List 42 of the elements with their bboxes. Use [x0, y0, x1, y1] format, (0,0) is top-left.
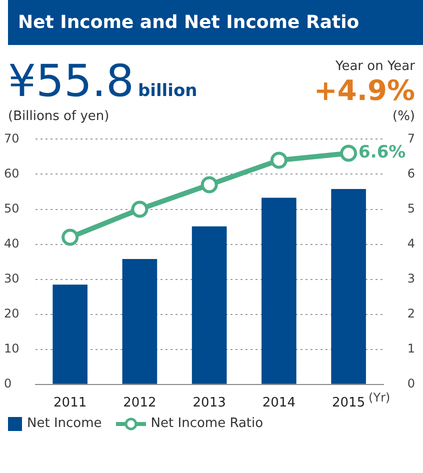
bar	[331, 188, 366, 384]
point	[131, 200, 148, 218]
y2-tick-label: 0	[407, 376, 415, 391]
y-tick-label: 60	[4, 166, 20, 180]
legend-label: Net Income	[27, 416, 102, 431]
text: Year on Year	[334, 59, 415, 74]
x-tick-label: 2015	[332, 396, 366, 411]
y-tick-label: 10	[4, 341, 20, 356]
bar	[52, 284, 88, 384]
bar	[192, 226, 227, 384]
y-tick-label: 0	[4, 376, 12, 391]
y2-tick-label: 3	[407, 271, 415, 286]
chart-title: Net Income and Net Income Ratio	[8, 0, 423, 45]
bar	[122, 259, 158, 384]
y-tick-label: 70	[4, 131, 20, 146]
point	[270, 152, 288, 169]
data-label: 6.6%	[358, 142, 406, 163]
y2-axis-title: (%)	[392, 109, 415, 124]
x-tick-label: 2011	[54, 396, 87, 411]
text: billion	[138, 81, 198, 101]
y2-tick-label: 1	[407, 341, 415, 356]
y-tick-label: 20	[4, 306, 20, 320]
x-axis-title: (Yr)	[368, 390, 390, 405]
legend-label: Net Income Ratio	[150, 416, 264, 431]
y2-tick-label: 4	[407, 236, 415, 250]
bar	[262, 198, 296, 384]
y2-tick-label: 6	[407, 166, 415, 180]
y-tick-label: 40	[4, 236, 20, 250]
y2-tick-label: 2	[407, 306, 415, 320]
point	[200, 176, 218, 194]
point	[62, 228, 79, 246]
text: +4.9%	[314, 74, 415, 107]
y-axis-title: (Billions of yen)	[8, 109, 110, 124]
y-tick-label: 50	[4, 201, 20, 216]
text: ¥55.8	[8, 56, 134, 107]
y2-tick-label: 7	[407, 131, 415, 146]
y2-tick-label: 5	[407, 201, 415, 216]
x-tick-label: 2014	[262, 396, 296, 411]
point	[340, 144, 358, 162]
y-tick-label: 30	[4, 271, 20, 286]
x-tick-label: 2013	[192, 396, 226, 411]
x-tick-label: 2012	[123, 396, 156, 411]
